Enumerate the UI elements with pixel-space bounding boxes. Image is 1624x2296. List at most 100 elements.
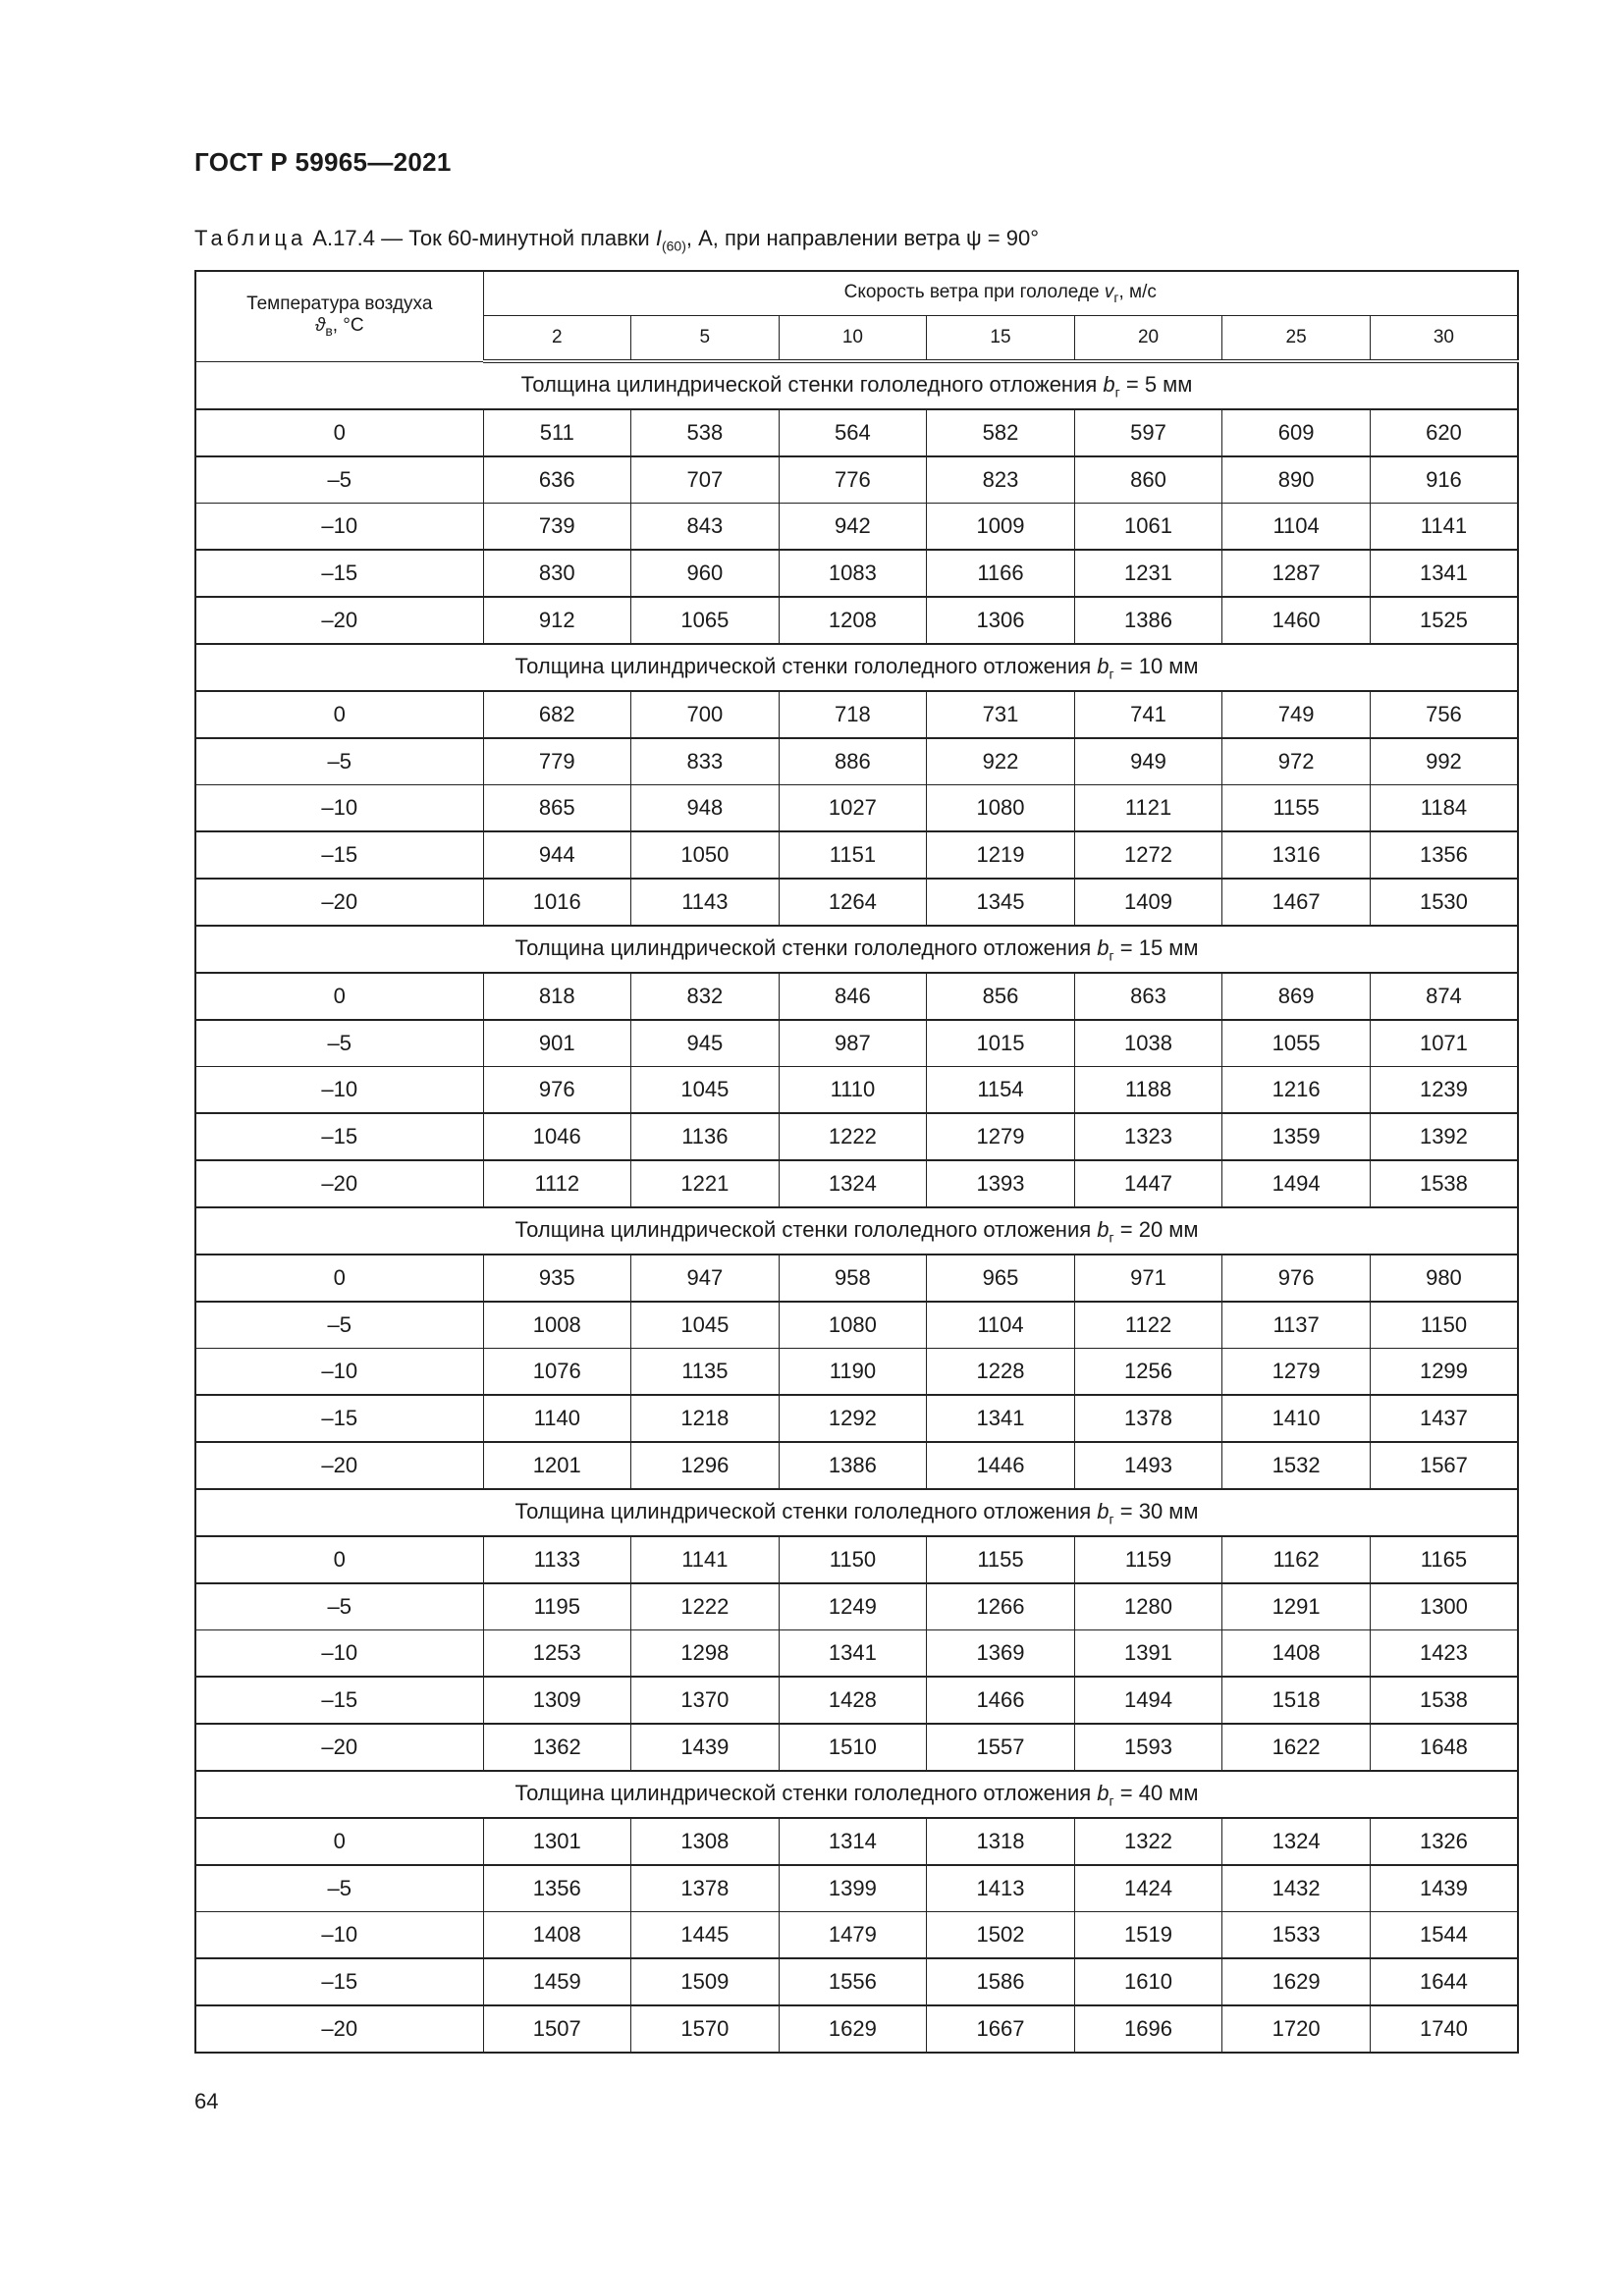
current-value-cell: 1080: [778, 1301, 928, 1349]
current-value-cell: 756: [1369, 690, 1519, 739]
current-value-cell: 1291: [1221, 1582, 1371, 1630]
current-value-cell: 987: [778, 1019, 928, 1067]
current-value-cell: 1610: [1073, 1957, 1223, 2006]
section-suffix: = 5 мм: [1119, 371, 1193, 397]
current-value-cell: 1519: [1073, 1911, 1223, 1959]
current-value-cell: 1140: [482, 1394, 632, 1443]
temperature-cell: 0: [194, 690, 484, 739]
column-header: 5: [630, 315, 780, 363]
current-value-cell: 1391: [1073, 1629, 1223, 1678]
section-header: Толщина цилиндрической стенки гололедног…: [194, 1770, 1519, 1819]
current-value-cell: 942: [778, 503, 928, 551]
current-value-cell: 1121: [1073, 784, 1223, 832]
current-value-cell: 1137: [1221, 1301, 1371, 1349]
current-value-cell: 1445: [630, 1911, 780, 1959]
table-row: –20 1362 1439 1510 1557 1593 1622 1648: [194, 1723, 1519, 1772]
section-header: Толщина цилиндрической стенки гололедног…: [194, 360, 1519, 410]
current-value-cell: 1162: [1221, 1535, 1371, 1584]
caption-text: А.17.4 — Ток 60-минутной плавки: [306, 226, 656, 250]
current-value-cell: 1015: [926, 1019, 1075, 1067]
table-row: –20 1201 1296 1386 1446 1493 1532 1567: [194, 1441, 1519, 1490]
current-value-cell: 1141: [1369, 503, 1519, 551]
current-value-cell: 1644: [1369, 1957, 1519, 2006]
caption-symbol: I: [655, 226, 662, 250]
current-value-cell: 1112: [482, 1159, 632, 1208]
current-value-cell: 1218: [630, 1394, 780, 1443]
table-row: –15 1140 1218 1292 1341 1378 1410 1437: [194, 1394, 1519, 1443]
current-value-cell: 1222: [778, 1112, 928, 1161]
caption-label: Таблица: [194, 226, 307, 250]
current-value-cell: 1104: [1221, 503, 1371, 551]
current-value-cell: 1533: [1221, 1911, 1371, 1959]
table-row: –20 1016 1143 1264 1345 1409 1467 1530: [194, 878, 1519, 927]
current-value-cell: 1249: [778, 1582, 928, 1630]
current-value-cell: 1045: [630, 1301, 780, 1349]
table-row: –15 830 960 1083 1166 1231 1287 1341: [194, 549, 1519, 598]
current-value-cell: 860: [1073, 455, 1223, 504]
current-value-cell: 948: [630, 784, 780, 832]
current-value-cell: 1593: [1073, 1723, 1223, 1772]
current-value-cell: 1008: [482, 1301, 632, 1349]
current-value-cell: 949: [1073, 737, 1223, 785]
current-value-cell: 1557: [926, 1723, 1075, 1772]
section-symbol: b: [1097, 934, 1110, 960]
current-value-cell: 609: [1221, 408, 1371, 457]
section-prefix: Толщина цилиндрической стенки гололедног…: [514, 1216, 1098, 1242]
temperature-cell: –10: [194, 1066, 484, 1114]
current-value-cell: 1362: [482, 1723, 632, 1772]
current-value-cell: 1356: [482, 1864, 632, 1912]
current-value-cell: 1279: [1221, 1348, 1371, 1396]
column-group-unit: , м/с: [1118, 282, 1157, 303]
current-value-cell: 1141: [630, 1535, 780, 1584]
row-header-label: Температура воздуха: [246, 294, 433, 315]
section-header: Толщина цилиндрической стенки гололедног…: [194, 925, 1519, 974]
current-value-cell: 1439: [630, 1723, 780, 1772]
current-value-cell: 1586: [926, 1957, 1075, 2006]
column-header: 15: [926, 315, 1075, 363]
current-value-cell: 833: [630, 737, 780, 785]
current-value-cell: 1150: [1369, 1301, 1519, 1349]
current-value-cell: 843: [630, 503, 780, 551]
current-value-cell: 1287: [1221, 549, 1371, 598]
column-group-symbol-sub: г: [1113, 289, 1119, 305]
table-row: –15 1309 1370 1428 1466 1494 1518 1538: [194, 1676, 1519, 1725]
current-value-cell: 564: [778, 408, 928, 457]
caption-symbol-sub: (60): [661, 238, 686, 254]
current-value-cell: 1016: [482, 878, 632, 927]
section-symbol: b: [1097, 1216, 1110, 1242]
current-value-cell: 832: [630, 972, 780, 1021]
table-row: –10 865 948 1027 1080 1121 1155 1184: [194, 784, 1519, 832]
current-value-cell: 1507: [482, 2004, 632, 2054]
current-value-cell: 1509: [630, 1957, 780, 2006]
current-value-cell: 1494: [1073, 1676, 1223, 1725]
section-symbol-sub: г: [1114, 384, 1120, 400]
current-value-cell: 1266: [926, 1582, 1075, 1630]
current-value-cell: 1308: [630, 1817, 780, 1866]
current-value-cell: 947: [630, 1254, 780, 1303]
current-value-cell: 1298: [630, 1629, 780, 1678]
current-value-cell: 1280: [1073, 1582, 1223, 1630]
section-symbol-sub: г: [1109, 947, 1114, 964]
column-header: 10: [778, 315, 928, 363]
current-value-cell: 1055: [1221, 1019, 1371, 1067]
current-value-cell: 582: [926, 408, 1075, 457]
section-prefix: Толщина цилиндрической стенки гололедног…: [514, 934, 1098, 960]
current-value-cell: 992: [1369, 737, 1519, 785]
current-value-cell: 1341: [926, 1394, 1075, 1443]
current-value-cell: 1494: [1221, 1159, 1371, 1208]
current-value-cell: 1027: [778, 784, 928, 832]
column-group-label: Скорость ветра при гололеде: [843, 282, 1105, 303]
current-value-cell: 1532: [1221, 1441, 1371, 1490]
current-value-cell: 718: [778, 690, 928, 739]
current-value-cell: 597: [1073, 408, 1223, 457]
current-value-cell: 1166: [926, 549, 1075, 598]
current-value-cell: 1459: [482, 1957, 632, 2006]
current-value-cell: 1369: [926, 1629, 1075, 1678]
current-value-cell: 1216: [1221, 1066, 1371, 1114]
row-header-symbol-sub: в: [325, 323, 333, 340]
current-value-cell: 1300: [1369, 1582, 1519, 1630]
current-value-cell: 1370: [630, 1676, 780, 1725]
data-table: Температура воздуха ϑв, °С Скорость ветр…: [194, 270, 1519, 2054]
current-value-cell: 707: [630, 455, 780, 504]
table-row: –5 1195 1222 1249 1266 1280 1291 1300: [194, 1582, 1519, 1630]
